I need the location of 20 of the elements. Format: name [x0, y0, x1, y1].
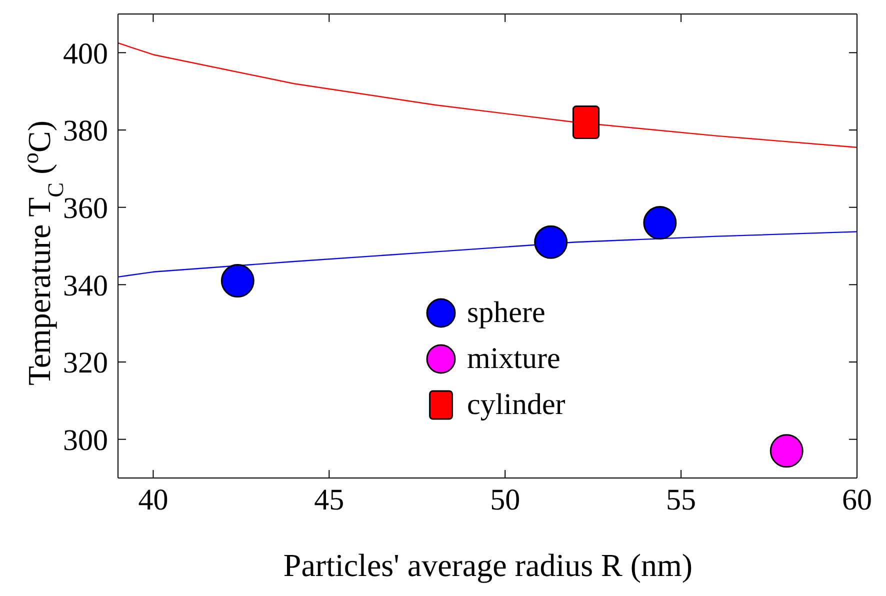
- x-tick-label: 55: [666, 483, 696, 516]
- x-tick-label: 45: [314, 483, 344, 516]
- point: [572, 106, 600, 140]
- y-tick-label: 360: [63, 192, 108, 225]
- x-axis-title: Particles' average radius R (nm): [283, 547, 693, 583]
- y-tick-label: 400: [63, 37, 108, 70]
- legend-label: sphere: [467, 296, 546, 330]
- x-tick-label: 60: [842, 483, 872, 516]
- x-tick-label: 50: [490, 483, 520, 516]
- y-tick-label: 300: [63, 424, 108, 457]
- point: [643, 206, 677, 240]
- legend-label: cylinder: [467, 388, 566, 422]
- point: [220, 264, 254, 298]
- legend-label: mixture: [467, 342, 560, 376]
- y-tick-label: 340: [63, 269, 108, 302]
- line-series: [118, 42, 857, 148]
- x-tick-label: 40: [138, 483, 168, 516]
- y-tick-label: 380: [63, 114, 108, 148]
- point: [534, 225, 568, 259]
- point: [770, 434, 804, 468]
